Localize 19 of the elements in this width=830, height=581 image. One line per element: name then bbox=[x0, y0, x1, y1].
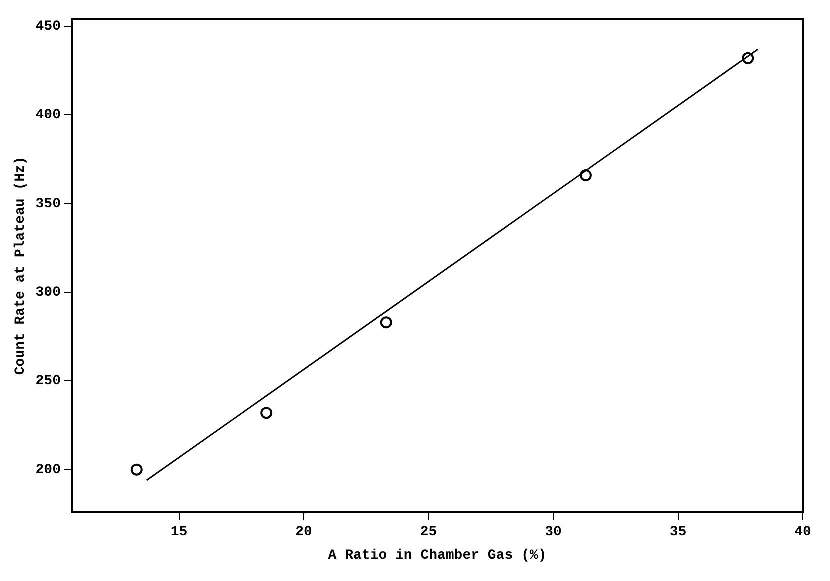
x-tick-label: 15 bbox=[170, 524, 188, 540]
point bbox=[130, 464, 143, 476]
point bbox=[742, 52, 754, 64]
y-axis-title: Count Rate at Plateau (Hz) bbox=[12, 156, 29, 376]
point bbox=[580, 169, 592, 182]
y-tick-label: 200 bbox=[36, 462, 62, 478]
y-tick-label: 400 bbox=[36, 108, 62, 124]
y-tick-label: 450 bbox=[36, 19, 62, 36]
y-tick-label: 250 bbox=[36, 374, 62, 390]
point bbox=[380, 316, 392, 329]
x-tick-label: 30 bbox=[545, 524, 562, 540]
x-tick-label: 40 bbox=[794, 524, 812, 540]
x-tick-label: 25 bbox=[420, 524, 438, 540]
y-tick-label: 350 bbox=[36, 196, 62, 212]
y-tick-label: 300 bbox=[36, 285, 62, 302]
x-axis-title: A Ratio in Chamber Gas (%) bbox=[328, 548, 547, 564]
x-tick-label: 20 bbox=[296, 524, 312, 540]
x-tick-label: 35 bbox=[670, 524, 687, 540]
point bbox=[260, 407, 273, 420]
